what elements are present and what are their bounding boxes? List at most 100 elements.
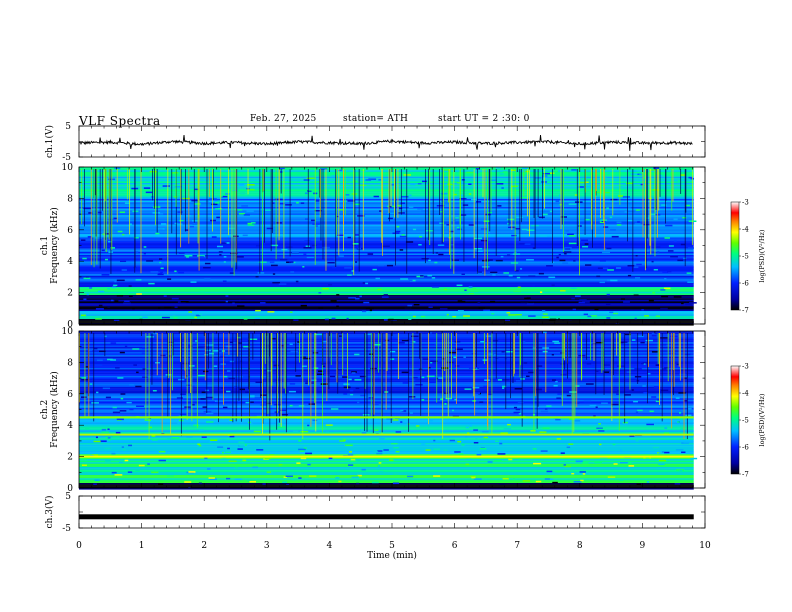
spectrogram-speckle [455,365,460,367]
spectrogram-speckle [542,350,548,353]
spectrogram-speckle [501,350,505,353]
spectrogram-speckle [279,167,285,170]
spectrogram-speckle [633,294,639,297]
spectrogram-speckle [453,193,457,196]
spectrogram-speckle [197,443,201,446]
spectrogram-speckle [539,235,547,237]
spectrogram-speckle [601,362,610,365]
spectrogram-speckle [532,247,536,249]
spectrogram-row [79,235,694,238]
spectrogram-speckle [310,382,314,384]
spectrogram-speckle [351,371,357,373]
colorbar-scale [730,365,740,475]
spectrogram-speckle [229,435,235,438]
spectrogram-speckle [660,289,666,291]
chart-title: VLF Spectra [79,114,161,128]
spectrogram-speckle [450,243,454,246]
spectrogram-speckle [481,266,490,268]
spectrogram-speckle [315,388,319,391]
spectrogram-speckle [347,236,351,239]
spectrogram-speckle [452,259,460,261]
spectrogram-speckle [124,202,130,204]
spectrogram-speckle [548,276,556,279]
spectrogram-speckle [661,451,670,454]
narrowband-line [79,416,694,419]
spectrogram-speckle [648,299,654,302]
spectrogram-speckle [105,233,110,235]
spectrogram-row [79,425,694,428]
spectrogram-speckle [457,310,464,312]
spectrogram-row [79,462,694,464]
spectrogram-speckle [446,224,450,226]
spectrogram-speckle [640,362,644,365]
spectrogram-speckle [420,275,424,277]
spectrogram-speckle [257,272,265,274]
spectrogram-speckle [120,291,129,294]
spectrogram-speckle [552,481,558,484]
spectrogram-speckle [465,436,468,438]
spectrogram-speckle [401,195,409,198]
spectrogram-speckle [111,452,116,455]
spectrogram-speckle [575,402,580,404]
spectrogram-speckle [249,423,253,425]
spectrogram-speckle [458,453,464,455]
spectrogram-speckle [513,290,522,293]
spectrogram-speckle [508,314,517,316]
spectrogram-speckle [202,406,207,408]
spectrogram-speckle [352,243,359,245]
spectrogram-speckle [286,261,291,264]
spectrogram-speckle [311,244,317,247]
spectrogram-speckle [112,411,121,414]
spectrogram-speckle [408,396,416,398]
spectrogram-speckle [114,474,123,476]
spectrogram-speckle [155,232,160,235]
spectrogram-speckle [120,397,124,400]
spectrogram-speckle [81,464,87,467]
spectrogram-speckle [567,233,574,236]
spectrogram-speckle [584,181,589,184]
spectrogram-speckle [290,180,294,183]
spectrogram-speckle [624,333,632,336]
spectrogram-speckle [178,271,185,274]
channel-label: ch.1 [40,236,50,255]
spectrogram-row [79,412,694,415]
spectrogram-speckle [542,427,550,429]
spectrogram-speckle [663,287,671,290]
spectrogram-speckle [352,454,356,456]
spectrogram-row [79,411,694,413]
x-tick-label: 5 [389,541,395,551]
spectrogram-speckle [198,482,202,485]
spectrogram-speckle [457,440,462,443]
spectrogram-speckle [501,187,504,189]
spectrogram-speckle [176,223,183,225]
spectrogram-speckle [470,168,476,171]
station-label: station= ATH [343,114,409,124]
spectrogram-speckle [449,351,457,354]
spectrogram-speckle [296,201,299,204]
spectrogram-speckle [223,406,228,409]
spectrogram-row [79,282,694,284]
spectrogram-speckle [368,311,371,314]
spectrogram-speckle [511,185,518,188]
spectrogram-speckle [470,475,476,478]
spectrogram-row [79,295,694,297]
spectrogram-speckle [483,220,491,222]
spectrogram-speckle [408,312,413,315]
spectrogram-speckle [242,375,251,378]
spectrogram-speckle [514,227,521,230]
spectrogram-speckle [401,410,407,412]
spectrogram-speckle [578,225,582,227]
spectrogram-speckle [383,449,389,451]
spectrogram-speckle [361,432,367,434]
spectrogram-speckle [644,315,649,317]
spectrogram-row [79,423,694,426]
spectrogram-speckle [356,460,361,463]
spectrogram-speckle [586,363,592,365]
spectrogram-speckle [253,430,262,433]
spectrogram-speckle [318,292,322,294]
x-tick-label: 10 [699,541,711,551]
spectrogram-speckle [615,267,621,269]
spectrogram-speckle [417,207,423,210]
date-label: Feb. 27, 2025 [250,114,317,124]
spectrogram-speckle [219,254,222,256]
